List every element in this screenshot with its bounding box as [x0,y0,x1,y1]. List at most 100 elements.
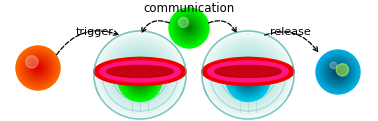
Circle shape [23,53,53,83]
Circle shape [246,78,249,81]
Circle shape [325,59,351,85]
Circle shape [333,67,343,77]
Circle shape [26,56,38,68]
Circle shape [185,24,193,32]
Circle shape [118,57,162,102]
Ellipse shape [240,68,256,82]
Circle shape [174,12,204,44]
Circle shape [238,69,258,90]
Circle shape [235,67,260,92]
Ellipse shape [222,51,274,99]
Circle shape [329,63,347,81]
Ellipse shape [207,36,289,114]
Circle shape [37,67,39,69]
Circle shape [242,73,255,86]
Circle shape [244,76,252,83]
Circle shape [171,10,207,46]
Ellipse shape [104,41,176,109]
Circle shape [321,55,355,89]
Circle shape [236,68,260,91]
Circle shape [334,68,342,76]
Circle shape [186,26,192,30]
Circle shape [316,50,360,94]
Text: trigger: trigger [76,27,114,37]
Circle shape [127,67,152,92]
Circle shape [228,60,268,99]
Circle shape [319,53,357,91]
Circle shape [35,65,41,71]
Ellipse shape [230,58,266,92]
Circle shape [26,56,50,80]
Circle shape [125,65,155,94]
Circle shape [335,69,341,75]
Ellipse shape [127,63,153,87]
Circle shape [229,61,266,98]
Circle shape [332,65,345,79]
Circle shape [234,65,262,93]
Circle shape [322,57,353,87]
Ellipse shape [238,65,258,85]
Circle shape [133,73,147,86]
Circle shape [20,50,56,86]
Circle shape [330,64,346,80]
Circle shape [318,52,358,92]
Circle shape [328,63,347,81]
Circle shape [229,60,267,98]
Circle shape [336,70,340,74]
Ellipse shape [94,31,186,119]
Circle shape [320,54,356,90]
Circle shape [126,65,154,93]
Ellipse shape [125,60,155,90]
Circle shape [17,47,59,89]
Circle shape [324,58,352,86]
Circle shape [333,67,344,77]
Circle shape [120,60,160,99]
Circle shape [231,62,265,96]
Circle shape [187,26,191,30]
Ellipse shape [117,53,163,97]
Circle shape [34,64,42,72]
Circle shape [247,79,249,80]
Circle shape [338,71,339,73]
Ellipse shape [208,61,288,82]
Ellipse shape [94,57,186,86]
Circle shape [323,57,353,87]
Circle shape [337,71,339,73]
Ellipse shape [228,55,268,95]
Circle shape [22,52,54,84]
Ellipse shape [243,70,253,80]
Circle shape [28,58,48,78]
Circle shape [37,67,39,69]
Circle shape [177,15,201,41]
Circle shape [183,22,195,34]
Circle shape [22,52,54,84]
Circle shape [136,76,144,83]
Circle shape [332,66,344,78]
Circle shape [181,20,197,35]
Ellipse shape [107,65,174,77]
Circle shape [21,51,55,85]
Ellipse shape [210,38,286,112]
Ellipse shape [107,43,173,107]
Circle shape [20,50,56,86]
Circle shape [18,48,58,88]
Circle shape [233,65,263,94]
Circle shape [127,66,153,93]
Circle shape [227,58,270,101]
Ellipse shape [235,63,261,87]
Circle shape [243,75,253,84]
Circle shape [132,71,148,87]
Circle shape [321,54,356,90]
Circle shape [172,11,206,45]
Ellipse shape [212,41,284,109]
Circle shape [181,20,197,36]
Circle shape [25,55,51,81]
Ellipse shape [102,38,178,112]
Circle shape [173,12,205,44]
Ellipse shape [220,48,276,102]
Ellipse shape [99,36,181,114]
Circle shape [186,24,192,31]
Circle shape [172,11,206,45]
Circle shape [17,47,59,89]
Circle shape [31,61,45,75]
